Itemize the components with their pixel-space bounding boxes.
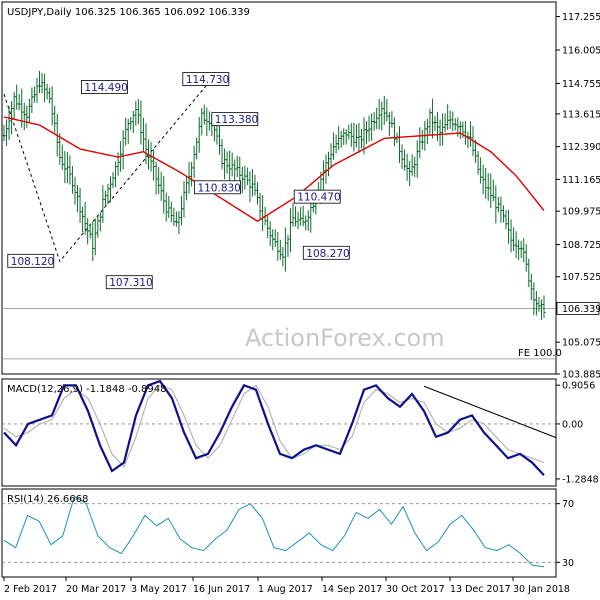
macd-main-line [3, 379, 545, 477]
x-tick-label: 13 Dec 2017 [450, 584, 511, 595]
rsi-axis: 70 30 [556, 499, 574, 569]
price-annotation: 108.270 [302, 245, 350, 260]
annotation-label: 113.380 [215, 114, 258, 126]
annotation-box [81, 80, 128, 94]
annotation-box [194, 180, 241, 195]
x-tick-label: 3 May 2017 [131, 584, 187, 595]
price-tick-label: 103.885 [562, 370, 600, 381]
x-tick-label: 14 Sep 2017 [322, 584, 382, 595]
price-tick-label: 116.005 [562, 45, 600, 56]
rsi-line [3, 495, 545, 568]
annotation-label: 107.310 [109, 277, 152, 289]
price-tick-label: 106.339 [562, 304, 600, 315]
price-tick-label: 107.525 [562, 272, 600, 283]
annotation-box [7, 253, 55, 268]
annotation-label: 108.270 [306, 248, 349, 260]
price-title: USDJPY,Daily 106.325 106.365 106.092 106… [7, 7, 250, 18]
price-annotation: 108.120 [7, 253, 55, 268]
rsi-tick-label: 30 [562, 558, 574, 569]
x-tick-label: 30 Oct 2017 [386, 584, 445, 595]
annotation-box [105, 275, 153, 290]
x-tick-label: 20 Mar 2017 [66, 584, 126, 595]
price-annotation: 107.310 [105, 275, 153, 290]
price-axis: 117.255 116.005 114.755 113.615 112.390 111.1… [556, 12, 600, 381]
annotation-box [182, 72, 230, 86]
price-tick-label: 105.075 [562, 338, 600, 349]
annotation-box [293, 189, 341, 204]
rsi-panel-frame [1, 488, 557, 578]
price-panel-frame [1, 1, 557, 375]
rsi-tick-label: 70 [562, 499, 574, 510]
annotation-label: 108.120 [11, 256, 54, 268]
trend-wedge [3, 84, 208, 263]
macd-trendline [423, 385, 557, 439]
x-tick-label: 1 Aug 2017 [258, 584, 313, 595]
annotation-box [302, 245, 350, 260]
annotation-label: 110.470 [297, 192, 340, 204]
x-tick-label: 2 Feb 2017 [4, 584, 57, 595]
fe-label: FE 100.0 [518, 348, 562, 359]
macd-panel-frame [1, 378, 557, 487]
price-annotation: 110.470 [293, 189, 341, 204]
price-annotation: 114.490 [81, 80, 128, 94]
annotation-label: 114.490 [84, 82, 127, 94]
x-tick-label: 30 Jan 2018 [513, 584, 570, 595]
x-axis: 2 Feb 2017 20 Mar 2017 3 May 2017 16 Jun 20… [3, 577, 570, 595]
price-tick-label: 114.755 [562, 79, 600, 90]
ohlc-bar [542, 295, 546, 318]
annotation-label: 114.730 [186, 74, 229, 86]
macd-tick-label: -1.2848 [562, 474, 599, 485]
sma-line [3, 116, 545, 223]
last-price-box [556, 301, 600, 315]
annotation-label: 110.830 [197, 182, 240, 194]
price-annotations: 108.120 114.490 107.310 114.730 110.830 113.3… [7, 72, 350, 290]
annotation-box [211, 112, 259, 127]
price-tick-label: 111.165 [562, 175, 600, 186]
price-tick-label: 108.725 [562, 240, 600, 251]
x-tick-label: 16 Jun 2017 [193, 584, 250, 595]
price-tick-label: 112.390 [562, 142, 600, 153]
price-annotation: 113.380 [211, 112, 259, 127]
macd-tick-label: 0.9056 [562, 381, 595, 392]
rsi-title: RSI(14) 26.6668 [7, 494, 88, 505]
price-annotation: 114.730 [182, 72, 230, 86]
macd-title: MACD(12,26,9) -1.1848 -0.8948 [7, 384, 167, 395]
watermark: ActionForex.com [245, 324, 445, 352]
price-tick-label: 117.255 [562, 12, 600, 23]
price-tick-label: 109.975 [562, 207, 600, 218]
macd-axis: 0.9056 0.00 -1.2848 [556, 381, 599, 485]
price-tick-label: 113.615 [562, 109, 600, 120]
macd-signal-line [3, 384, 545, 468]
macd-tick-label: 0.00 [562, 419, 583, 430]
price-annotation: 110.830 [194, 180, 241, 195]
